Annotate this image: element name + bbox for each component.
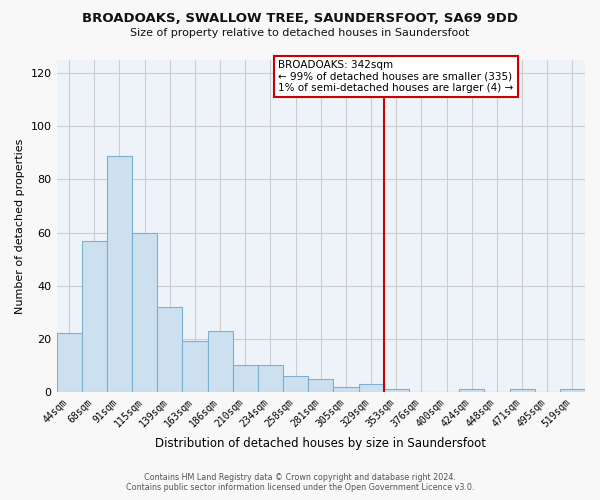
Bar [107,156,132,392]
Text: BROADOAKS, SWALLOW TREE, SAUNDERSFOOT, SA69 9DD: BROADOAKS, SWALLOW TREE, SAUNDERSFOOT, S… [82,12,518,26]
Bar [283,376,308,392]
Bar [258,366,283,392]
Bar [308,378,334,392]
Bar [157,307,182,392]
Y-axis label: Number of detached properties: Number of detached properties [15,138,25,314]
Bar [359,384,383,392]
X-axis label: Distribution of detached houses by size in Saundersfoot: Distribution of detached houses by size … [155,437,486,450]
Bar [182,342,208,392]
Bar [459,389,484,392]
Bar [233,366,258,392]
Bar [334,386,359,392]
Bar [132,232,157,392]
Text: Contains HM Land Registry data © Crown copyright and database right 2024.
Contai: Contains HM Land Registry data © Crown c… [126,473,474,492]
Bar [560,389,585,392]
Text: BROADOAKS: 342sqm
← 99% of detached houses are smaller (335)
1% of semi-detached: BROADOAKS: 342sqm ← 99% of detached hous… [278,60,514,93]
Bar [82,240,107,392]
Bar [383,389,409,392]
Bar [509,389,535,392]
Text: Size of property relative to detached houses in Saundersfoot: Size of property relative to detached ho… [130,28,470,38]
Bar [56,334,82,392]
Bar [208,331,233,392]
